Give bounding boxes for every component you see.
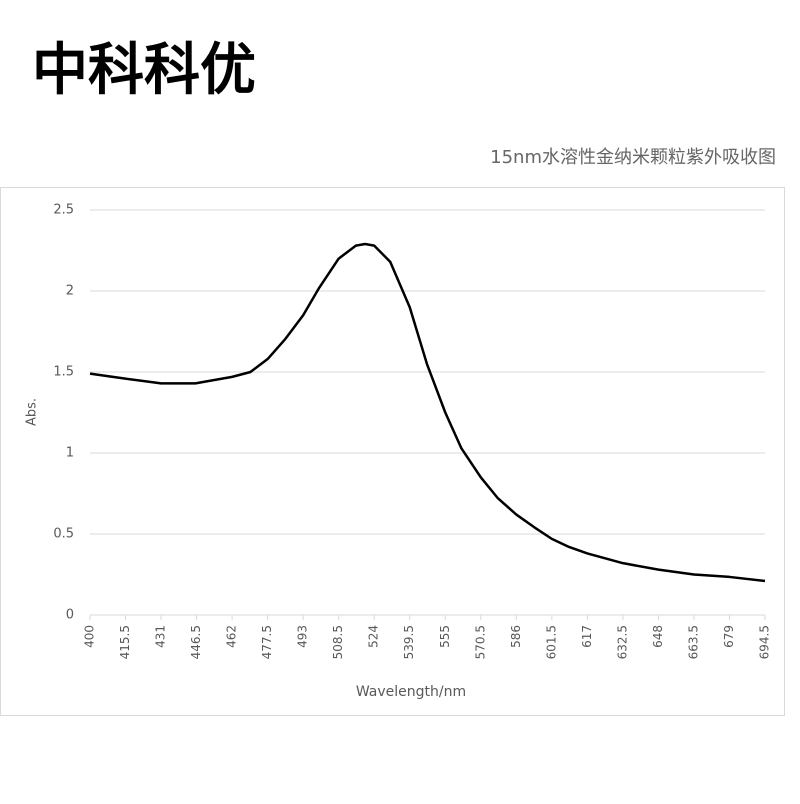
y-tick-label: 2 bbox=[66, 284, 74, 299]
chart-title: 15nm水溶性金纳米颗粒紫外吸收图 bbox=[490, 147, 776, 168]
x-tick-label: 446.5 bbox=[189, 625, 203, 659]
x-tick-label: 663.5 bbox=[686, 625, 700, 659]
x-tick-label: 570.5 bbox=[473, 625, 487, 659]
x-tick-label: 493 bbox=[296, 625, 310, 648]
y-tick-label: 0.5 bbox=[53, 527, 74, 542]
x-tick-label: 477.5 bbox=[260, 625, 274, 659]
x-tick-label: 415.5 bbox=[118, 625, 132, 659]
x-tick-label: 648 bbox=[651, 625, 665, 648]
y-tick-label: 1.5 bbox=[53, 365, 74, 380]
x-tick-label: 431 bbox=[154, 625, 168, 648]
x-tick-label: 632.5 bbox=[615, 625, 629, 659]
x-tick-label: 524 bbox=[367, 625, 381, 648]
brand: 中科科优 bbox=[32, 38, 256, 103]
x-tick-label: 555 bbox=[438, 625, 452, 648]
x-tick-label: 508.5 bbox=[331, 625, 345, 659]
y-axis-label: Abs. bbox=[25, 398, 40, 426]
x-tick-label: 617 bbox=[580, 625, 594, 648]
x-tick-label: 601.5 bbox=[544, 625, 558, 659]
x-tick-label: 400 bbox=[83, 625, 97, 648]
x-tick-label: 462 bbox=[225, 625, 239, 648]
x-tick-label: 539.5 bbox=[402, 625, 416, 659]
x-tick-label: 679 bbox=[722, 625, 736, 648]
x-tick-label: 586 bbox=[509, 625, 523, 648]
y-tick-label: 0 bbox=[66, 608, 74, 623]
y-tick-label: 1 bbox=[66, 446, 74, 461]
chart-frame bbox=[0, 187, 785, 716]
data-line bbox=[89, 242, 766, 583]
y-tick-label: 2.5 bbox=[53, 203, 74, 218]
x-tick-label: 694.5 bbox=[758, 625, 772, 659]
x-axis-label: Wavelength/nm bbox=[356, 684, 466, 700]
